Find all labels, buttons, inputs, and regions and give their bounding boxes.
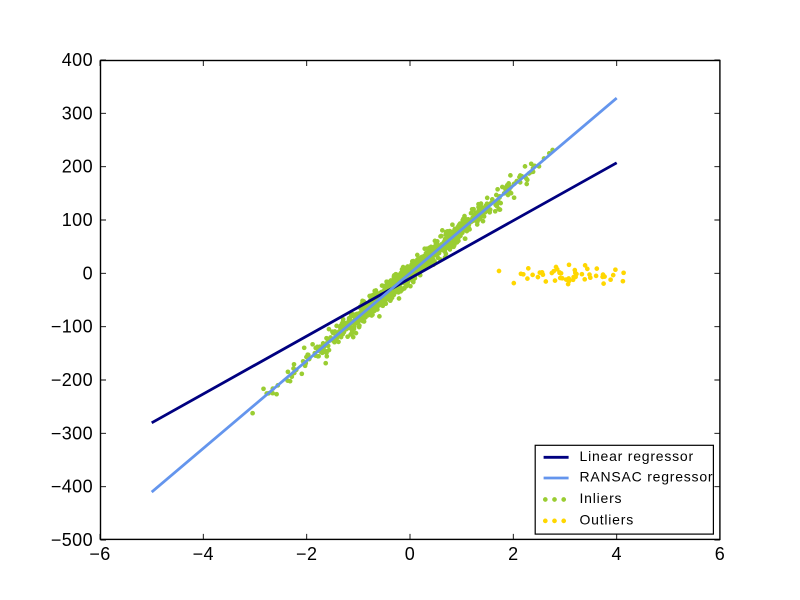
svg-text:4: 4 (611, 544, 621, 564)
svg-text:−400: −400 (51, 477, 93, 497)
svg-text:−2: −2 (296, 544, 317, 564)
svg-text:0: 0 (405, 544, 415, 564)
svg-text:−500: −500 (51, 530, 93, 550)
svg-text:200: 200 (62, 157, 93, 177)
svg-text:Inliers: Inliers (580, 490, 623, 506)
svg-text:400: 400 (62, 50, 93, 70)
svg-text:−300: −300 (51, 423, 93, 443)
svg-text:300: 300 (62, 103, 93, 123)
svg-text:6: 6 (715, 544, 725, 564)
svg-text:Outliers: Outliers (580, 512, 634, 528)
svg-text:−4: −4 (193, 544, 214, 564)
svg-text:100: 100 (62, 210, 93, 230)
svg-text:2: 2 (508, 544, 518, 564)
svg-text:−200: −200 (51, 370, 93, 390)
svg-text:−100: −100 (51, 317, 93, 337)
svg-text:0: 0 (83, 263, 93, 283)
svg-text:RANSAC regressor: RANSAC regressor (580, 469, 714, 485)
svg-text:Linear regressor: Linear regressor (580, 448, 694, 464)
svg-text:−6: −6 (89, 544, 110, 564)
